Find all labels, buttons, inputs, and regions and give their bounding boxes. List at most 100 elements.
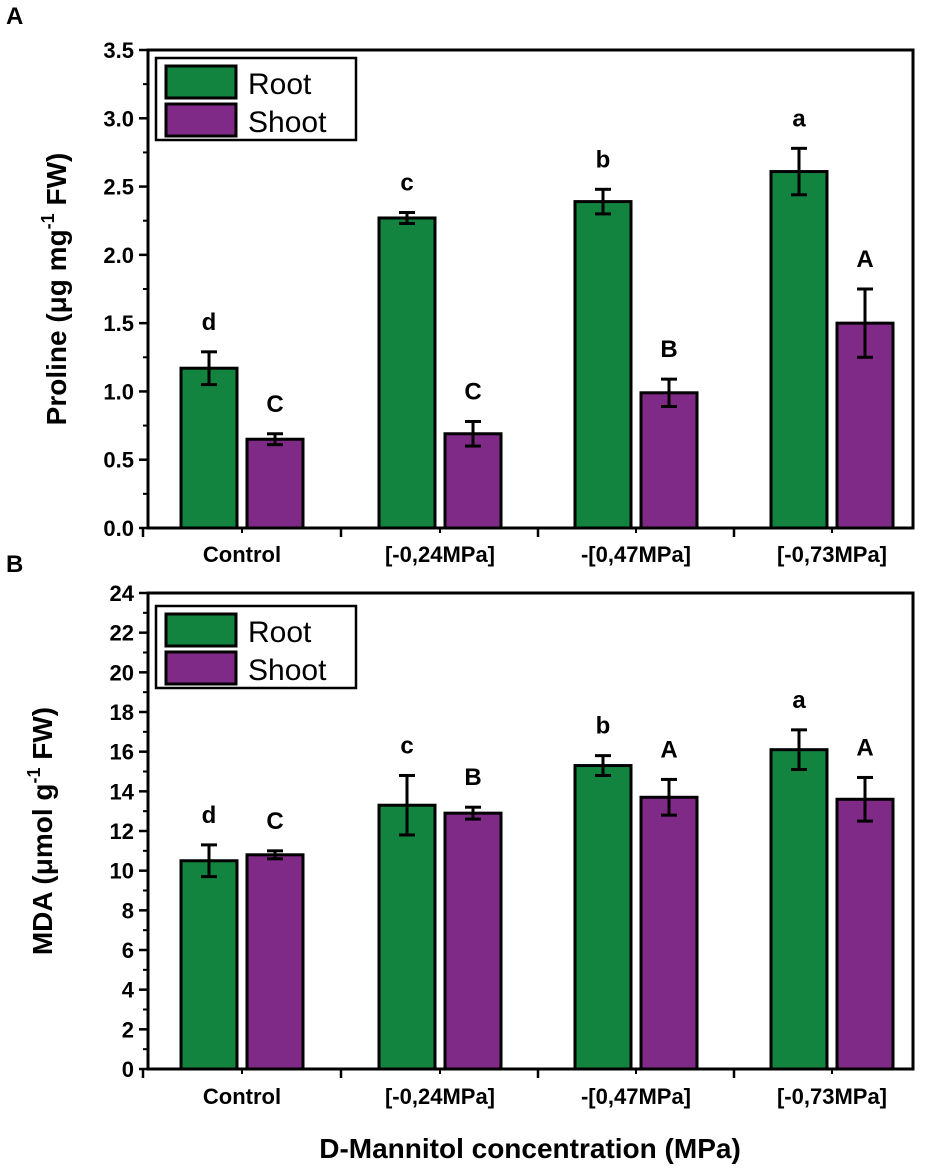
bar-shoot <box>245 437 305 530</box>
panel-b-legend-label-shoot: Shoot <box>248 654 327 687</box>
y-tick-label: 0.5 <box>103 448 134 473</box>
panel-a-legend-swatch-root <box>164 64 238 100</box>
bar-root <box>377 216 437 530</box>
x-category-label: [-0,24MPa] <box>385 542 495 567</box>
bar-shoot <box>443 432 503 530</box>
panel-a-bars <box>179 170 895 530</box>
bar-shoot <box>639 391 699 530</box>
x-category-label: -[0,47MPa] <box>581 542 691 567</box>
bar-root <box>179 366 239 530</box>
panel-b-x-axis-title: D-Mannitol concentration (MPa) <box>319 1133 741 1164</box>
panel-a-legend-label-root: Root <box>248 68 312 101</box>
panel-a-y-axis: 0.0 0.5 1.0 1.5 2.0 2.5 3.0 3.5 <box>103 38 148 541</box>
significance-label-shoot: B <box>660 336 677 363</box>
significance-label-root: b <box>596 146 611 173</box>
y-tick-label: 12 <box>110 819 134 844</box>
bar-shoot <box>245 853 305 1071</box>
panel-b-legend-swatch-shoot <box>164 650 238 686</box>
significance-label-shoot: A <box>660 736 677 763</box>
x-category-label: [-0,73MPa] <box>777 1084 887 1109</box>
y-tick-label: 4 <box>122 978 135 1003</box>
bar-root <box>573 764 633 1071</box>
bar-shoot <box>443 811 503 1071</box>
bar-root <box>769 170 829 530</box>
error-bar-shoot <box>661 777 677 817</box>
error-bar-root <box>201 350 217 387</box>
panel-b-bars <box>179 748 895 1071</box>
panel-b-plot-frame <box>146 591 915 1071</box>
error-bar-root <box>201 843 217 879</box>
bar-root <box>377 803 437 1071</box>
y-tick-label: 1.5 <box>103 311 134 336</box>
error-bar-root <box>399 211 415 225</box>
panel-a-legend-label-shoot: Shoot <box>248 106 327 139</box>
bar-root <box>573 200 633 530</box>
significance-label-root: d <box>202 309 217 336</box>
bar-root <box>769 748 829 1071</box>
panel-a-legend-swatch-shoot <box>164 102 238 138</box>
panel-a-error-bars <box>201 146 873 448</box>
error-bar-root <box>595 187 611 216</box>
panel-b-x-axis: Control [-0,24MPa] -[0,47MPa] [-0,73MPa] <box>141 1069 887 1109</box>
significance-label-shoot: C <box>464 378 481 405</box>
error-bar-root <box>595 754 611 777</box>
panel-b-error-bars <box>201 728 873 879</box>
significance-label-root: b <box>596 713 611 740</box>
panel-b-letter: B <box>6 551 23 578</box>
y-tick-label: 0.0 <box>103 516 134 541</box>
panel-b-legend: Root Shoot <box>154 604 358 690</box>
y-tick-label: 6 <box>122 938 134 963</box>
significance-label-root: d <box>202 802 217 829</box>
x-category-label: Control <box>203 1084 281 1109</box>
error-bar-shoot <box>267 849 283 861</box>
panel-a-proline-chart: A d c b a C C B A 0.0 0.5 1.0 1.5 2.0 2.5 3.0 3.5 Cont… <box>6 3 915 567</box>
y-tick-label: 10 <box>110 859 134 884</box>
x-category-label: [-0,73MPa] <box>777 542 887 567</box>
y-tick-label: 24 <box>110 581 135 606</box>
y-tick-label: 2 <box>122 1017 134 1042</box>
significance-label-root: c <box>400 170 413 197</box>
y-tick-label: 20 <box>110 660 134 685</box>
significance-label-root: a <box>792 687 806 714</box>
error-bar-root <box>791 728 807 772</box>
y-tick-label: 0 <box>122 1057 134 1082</box>
y-tick-label: 8 <box>122 898 134 923</box>
panel-a-plot-frame <box>146 48 915 530</box>
bar-shoot <box>835 797 895 1071</box>
y-tick-label: 18 <box>110 700 134 725</box>
panel-b-legend-box <box>154 604 358 690</box>
y-tick-label: 3.0 <box>103 106 134 131</box>
y-tick-label: 1.0 <box>103 379 134 404</box>
panel-a-legend: Root Shoot <box>154 56 358 142</box>
bar-shoot <box>639 795 699 1071</box>
y-tick-label: 2.0 <box>103 243 134 268</box>
y-tick-label: 2.5 <box>103 175 134 200</box>
panel-b-legend-swatch-root <box>164 612 238 648</box>
x-category-label: [-0,24MPa] <box>385 1084 495 1109</box>
error-bar-shoot <box>465 419 481 448</box>
panel-a-significance-labels: d c b a C C B A <box>202 105 874 417</box>
significance-label-root: c <box>400 732 413 759</box>
error-bar-root <box>399 773 415 837</box>
significance-label-shoot: A <box>856 246 873 273</box>
error-bar-shoot <box>267 432 283 447</box>
significance-label-shoot: C <box>266 391 283 418</box>
significance-label-shoot: B <box>464 764 481 791</box>
error-bar-root <box>791 146 807 197</box>
x-category-label: -[0,47MPa] <box>581 1084 691 1109</box>
panel-a-x-axis: Control [-0,24MPa] -[0,47MPa] [-0,73MPa] <box>141 528 887 567</box>
error-bar-shoot <box>857 287 873 359</box>
y-tick-label: 22 <box>110 621 134 646</box>
panel-b-significance-labels: d c b a C B A A <box>202 687 874 835</box>
significance-label-shoot: C <box>266 808 283 835</box>
error-bar-shoot <box>857 775 873 823</box>
panel-a-letter: A <box>6 3 23 30</box>
y-tick-label: 16 <box>110 740 134 765</box>
error-bar-shoot <box>465 805 481 821</box>
panel-b-y-axis-title: MDA (μmol g-1 FW) <box>24 707 58 955</box>
bar-root <box>179 859 239 1071</box>
y-tick-label: 14 <box>110 779 135 804</box>
